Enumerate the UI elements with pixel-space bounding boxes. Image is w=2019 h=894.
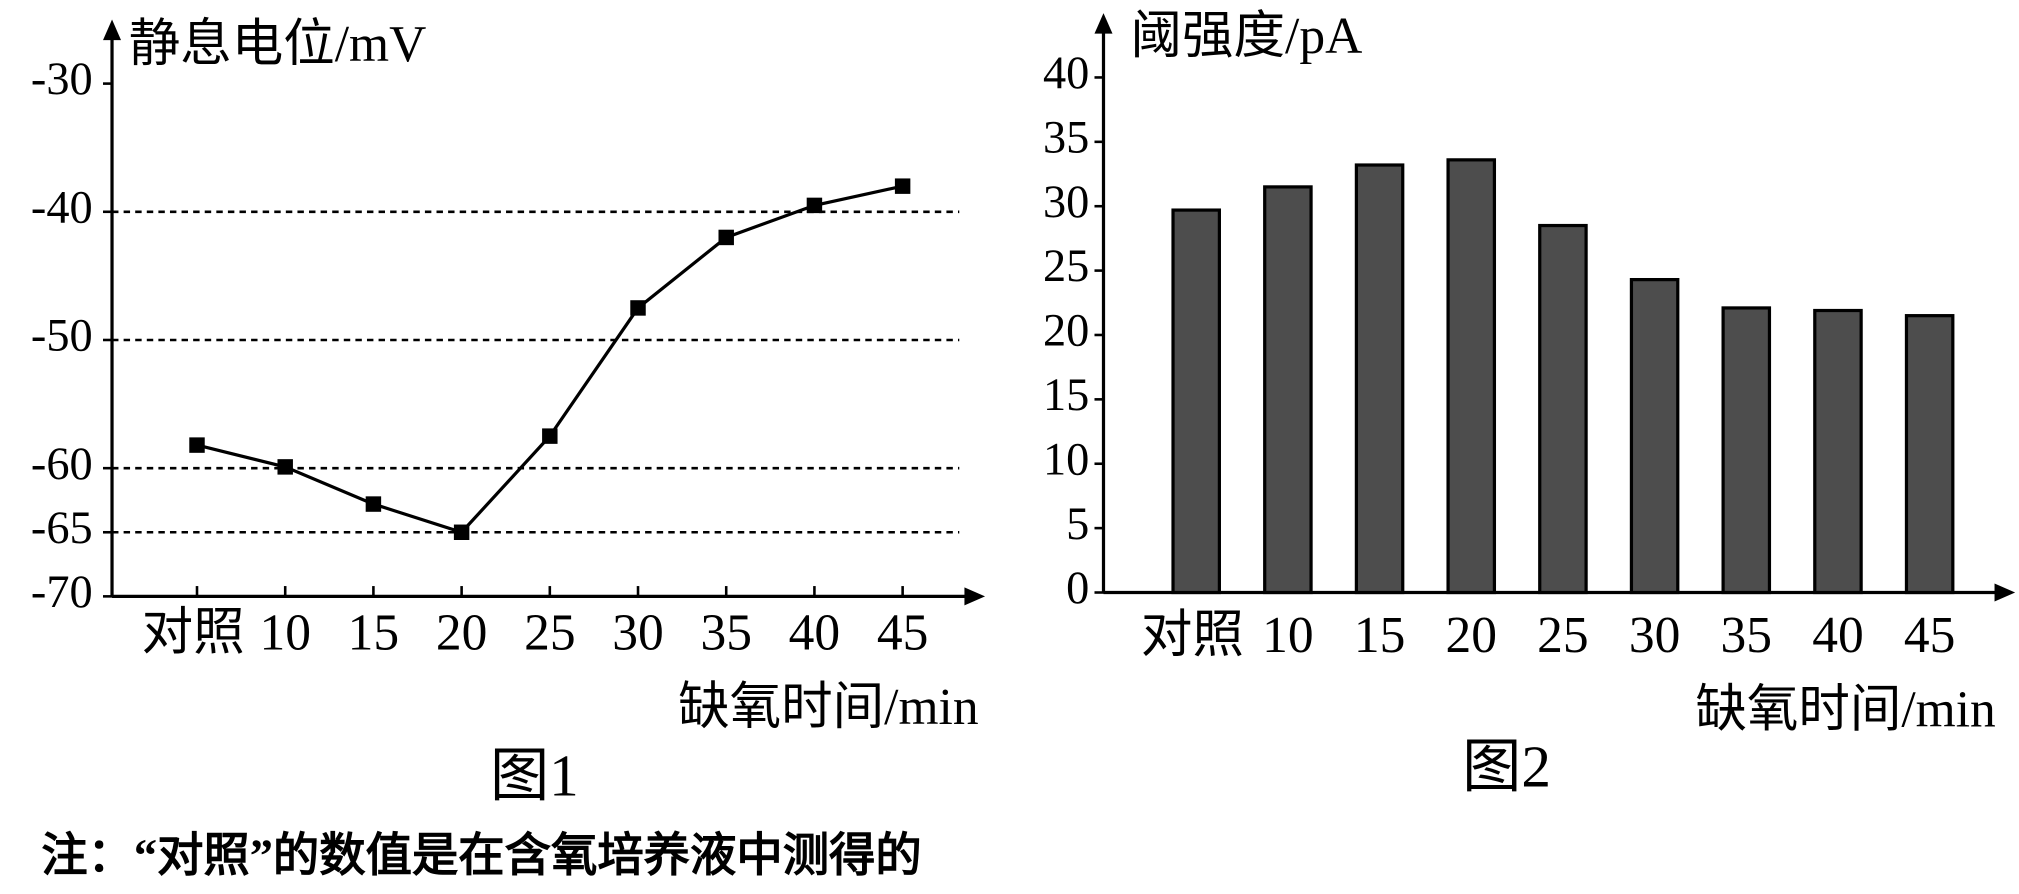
- bar: [1538, 223, 1588, 595]
- x-tick-label: 25: [1537, 607, 1589, 664]
- y-tick-label: 0: [1066, 563, 1089, 614]
- bar: [1629, 277, 1680, 595]
- y-axis-label: 阈强度/pA: [1131, 8, 1363, 65]
- y-axis-arrow: [103, 19, 122, 41]
- marker: [894, 178, 911, 194]
- x-axis-label: 缺氧时间/min: [678, 679, 978, 736]
- y-tick-label: -70: [31, 567, 93, 618]
- y-tick-label: 40: [1043, 48, 1089, 99]
- y-tick-label: 35: [1043, 112, 1089, 163]
- x-tick-label: 45: [877, 604, 929, 661]
- x-axis-arrow: [964, 587, 986, 606]
- y-tick-label: -30: [31, 54, 93, 105]
- x-tick-label: 20: [1445, 607, 1497, 664]
- x-tick-label: 40: [789, 604, 841, 661]
- x-tick-label: 35: [1721, 607, 1773, 664]
- y-tick-label: -50: [31, 311, 93, 362]
- bar: [1721, 306, 1772, 595]
- x-tick-label: 对照: [1141, 607, 1244, 664]
- y-tick-label: 25: [1043, 241, 1089, 292]
- x-tick-label: 35: [700, 604, 752, 661]
- marker: [189, 437, 205, 453]
- marker: [718, 229, 734, 246]
- line: [196, 184, 903, 535]
- x-tick-label: 20: [436, 604, 488, 661]
- x-tick-label: 10: [259, 604, 311, 661]
- x-tick-label: 10: [1262, 607, 1314, 664]
- bar: [1813, 308, 1863, 595]
- x-tick-label: 40: [1812, 607, 1864, 664]
- y-tick-label: 20: [1043, 306, 1089, 357]
- note: 注：“对照”的数值是在含氧培养液中测得的: [41, 830, 922, 882]
- marker: [542, 428, 558, 444]
- y-tick-label: -65: [31, 503, 93, 554]
- y-axis-arrow: [1094, 13, 1113, 34]
- y-tick-label: 10: [1043, 434, 1089, 485]
- caption: 图2: [1462, 733, 1551, 799]
- y-tick-label: -40: [31, 182, 93, 233]
- caption: 图1: [490, 742, 579, 808]
- x-tick-label: 25: [524, 604, 575, 661]
- bar: [1263, 185, 1313, 595]
- y-tick-label: -60: [31, 439, 93, 490]
- marker: [630, 300, 646, 316]
- y-tick-label: 30: [1043, 177, 1089, 228]
- bar: [1171, 208, 1221, 595]
- x-tick-label: 15: [348, 604, 400, 661]
- bar: [1446, 158, 1497, 595]
- marker: [277, 459, 293, 475]
- bar: [1354, 163, 1405, 595]
- marker: [453, 524, 470, 540]
- x-tick-label: 15: [1354, 607, 1406, 664]
- bar: [1904, 314, 1955, 595]
- y-tick-label: 15: [1043, 370, 1089, 421]
- x-axis-arrow: [1994, 583, 2016, 602]
- x-tick-label: 对照: [142, 604, 245, 661]
- x-tick-label: 30: [1629, 607, 1681, 664]
- y-tick-label: 5: [1066, 499, 1089, 550]
- y-axis-label: 静息电位/mV: [129, 16, 427, 73]
- marker: [806, 197, 823, 214]
- x-tick-label: 45: [1904, 607, 1956, 664]
- x-axis-label: 缺氧时间/min: [1695, 682, 1995, 739]
- x-tick-label: 30: [612, 604, 664, 661]
- marker: [365, 496, 382, 512]
